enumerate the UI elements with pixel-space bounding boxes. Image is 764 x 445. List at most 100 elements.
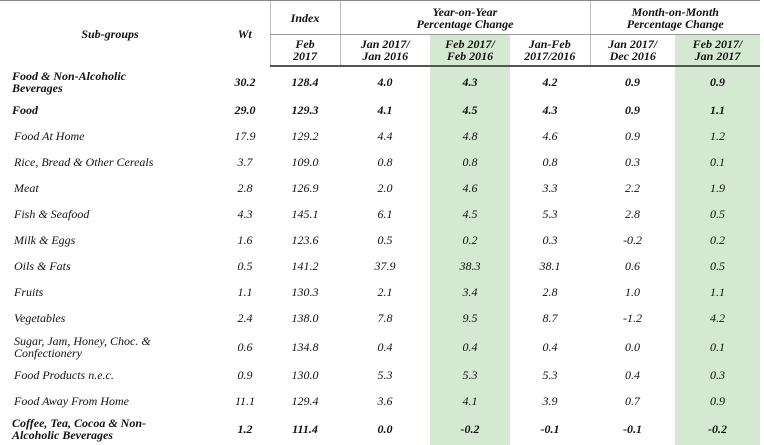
cell: 0.5: [675, 253, 761, 279]
cell: 0.0: [340, 414, 430, 445]
cell: 3.9: [542, 394, 558, 408]
header-cell: Jan 2017/ Dec 2016: [589, 34, 676, 67]
cell: 1.9: [675, 175, 761, 201]
table-row: Food & Non-Alcoholic Beverages 30.2 128.4 4…: [0, 66, 761, 97]
header-cell: Feb 2017/ Jan 2017: [675, 34, 761, 67]
row-label: Rice, Bread & Other Cereals: [14, 155, 154, 169]
cell: 2.8: [542, 285, 558, 299]
cell: 2.8: [625, 207, 641, 221]
table-row: Rice, Bread & Other Cereals 3.7 109.0 0.8 0.…: [0, 149, 761, 175]
cell: -1.2: [623, 311, 643, 325]
row-label: Vegetables: [14, 311, 66, 325]
header-cell: Feb 2017: [269, 34, 340, 67]
cell: 0.6: [625, 259, 641, 273]
cell: 4.1: [377, 103, 393, 117]
cell: 0.3: [542, 233, 558, 247]
cell: 128.4: [291, 75, 319, 89]
cell: 5.3: [377, 368, 393, 382]
cell: 1.1: [675, 279, 761, 305]
header-cell: Month-on-Month Percentage Change: [589, 0, 761, 35]
header-cell: Year-on-Year Percentage Change: [339, 0, 591, 35]
cell: 1.0: [625, 285, 641, 299]
cell: 2.0: [377, 181, 393, 195]
row-label: Food: [12, 103, 39, 117]
cell: 0.6: [237, 339, 253, 354]
cell: 0.9: [237, 368, 253, 382]
cell: 1.1: [237, 285, 253, 299]
cell: 0.0: [625, 339, 641, 354]
cell: 145.1: [291, 207, 319, 221]
table-row: Vegetables 2.4 138.0 7.8 9.5 8.7 -1.2 4.2: [0, 305, 761, 331]
cell: 5.3: [542, 207, 558, 221]
table-row: Coffee, Tea, Cocoa & Non- Alcoholic Beve…: [0, 414, 761, 445]
cell: 0.4: [430, 331, 510, 362]
cell: 109.0: [291, 155, 319, 169]
table-row: Food Away From Home 11.1 129.4 3.6 4.1 3.9 0.7…: [0, 388, 761, 414]
table-row: Meat 2.8 126.9 2.0 4.6 3.3 2.2 1.9: [0, 175, 761, 201]
cell: 1.6: [237, 233, 253, 247]
cell: 0.9: [625, 75, 641, 89]
row-label: Sugar, Jam, Honey, Choc. & Confectionery: [14, 333, 151, 360]
cell: 0.3: [625, 155, 641, 169]
row-label: Meat: [14, 181, 39, 195]
cell: 0.9: [625, 129, 641, 143]
table-row: Fish & Seafood 4.3 145.1 6.1 4.5 5.3 2.8 0.5: [0, 201, 761, 227]
cell: 0.9: [675, 388, 761, 414]
cell: 30.2: [234, 74, 256, 89]
table-row: Food Products n.e.c. 0.9 130.0 5.3 5.3 5.3 0.4…: [0, 362, 761, 388]
cell: 2.4: [237, 311, 253, 325]
cell: 0.1: [675, 331, 761, 362]
cell: 11.1: [234, 394, 256, 408]
cell: 4.5: [430, 201, 510, 227]
cell: 123.6: [291, 233, 319, 247]
row-label: Food Away From Home: [14, 394, 129, 408]
row-label: Food & Non-Alcoholic Beverages: [12, 68, 127, 95]
header-cell: Wt: [220, 0, 270, 66]
cell: -0.1: [590, 414, 676, 445]
cell: -0.2: [623, 233, 643, 247]
cell: 3.4: [430, 279, 510, 305]
row-label: Fruits: [14, 285, 44, 299]
cell: 0.2: [430, 227, 510, 253]
cell: 2.2: [625, 181, 641, 195]
cell: 141.2: [291, 259, 319, 273]
header-row: Feb 2017 Jan 2017/ Jan 2016 Feb 2017/ Feb …: [0, 34, 761, 67]
row-label: Coffee, Tea, Cocoa & Non- Alcoholic Beve…: [0, 414, 220, 445]
cell: 0.8: [430, 149, 510, 175]
cell: 130.0: [291, 368, 319, 382]
cell: 4.5: [430, 97, 510, 123]
table-row: Sugar, Jam, Honey, Choc. & Confectionery…: [0, 331, 761, 362]
cell: 17.9: [234, 129, 256, 143]
cell: 4.1: [430, 388, 510, 414]
cell: 0.4: [377, 339, 393, 354]
cell: -0.2: [430, 414, 510, 445]
cell: 37.9: [374, 259, 396, 273]
table-row: Fruits 1.1 130.3 2.1 3.4 2.8 1.0 1.1: [0, 279, 761, 305]
cell: 3.6: [377, 394, 393, 408]
cell: 4.4: [377, 129, 393, 143]
cell: 0.5: [675, 201, 761, 227]
cell: 7.8: [377, 311, 393, 325]
row-label: Milk & Eggs: [14, 233, 76, 247]
cell: 2.1: [377, 285, 393, 299]
cell: 111.4: [270, 414, 340, 445]
header-cell: Index: [269, 0, 340, 35]
table-row: Food 29.0 129.3 4.1 4.5 4.3 0.9 1.1: [0, 97, 761, 123]
cell: 1.2: [220, 414, 270, 445]
header-cell: Sub-groups: [0, 0, 220, 66]
cell: 0.1: [675, 149, 761, 175]
cell: 129.2: [291, 129, 319, 143]
cell: 129.3: [291, 103, 319, 117]
cell: 0.5: [237, 259, 253, 273]
cell: 0.8: [542, 155, 558, 169]
cell: 29.0: [234, 103, 256, 117]
cell: 4.8: [430, 123, 510, 149]
header-row: Sub-groups Wt Index Year-on-Year Percent…: [0, 0, 761, 66]
cell: 0.2: [675, 227, 761, 253]
cell: 3.3: [542, 181, 558, 195]
cell: 0.3: [675, 362, 761, 388]
table-row: Oils & Fats 0.5 141.2 37.9 38.3 38.1 0.6 0.5: [0, 253, 761, 279]
cell: -0.2: [675, 414, 761, 445]
